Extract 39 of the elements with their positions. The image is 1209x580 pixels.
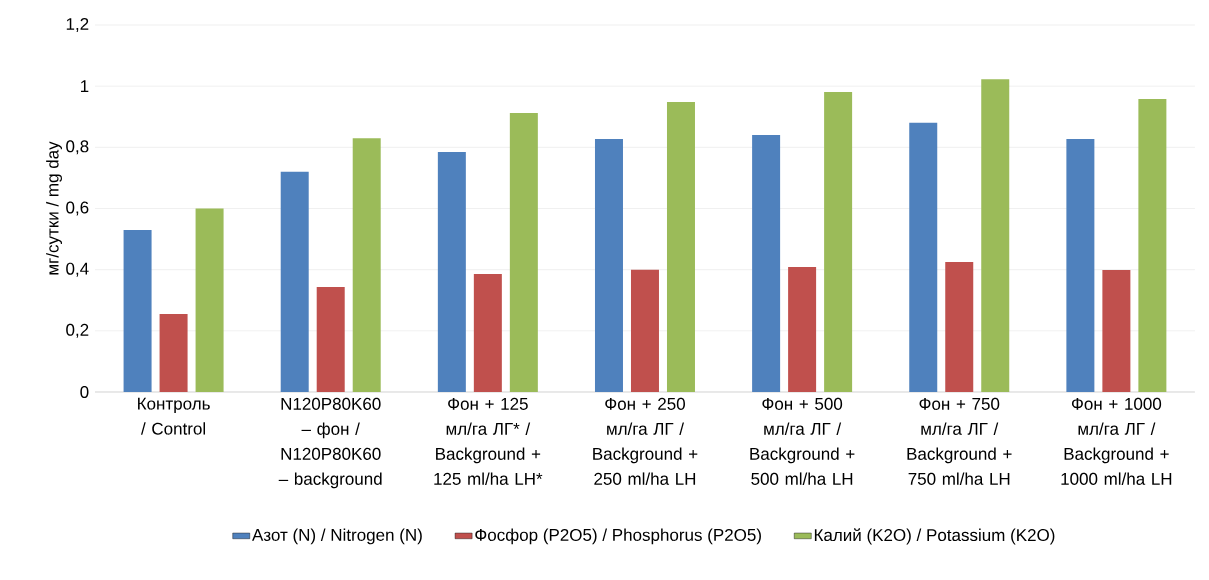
y-tick-label: 0,6 bbox=[66, 201, 89, 216]
x-tick-label: Фон + 1000 мл/га ЛГ / Background + 1000 ml/ha LH bbox=[1061, 397, 1172, 485]
x-tick-label: Фон + 500 мл/га ЛГ / Background + 500 ml/ha LH bbox=[750, 397, 855, 485]
bar bbox=[195, 208, 224, 392]
bar bbox=[509, 113, 538, 392]
bar bbox=[945, 262, 974, 392]
bar bbox=[352, 138, 381, 392]
bar bbox=[824, 91, 853, 392]
bar bbox=[123, 229, 152, 392]
x-tick-label: Контроль / Control bbox=[138, 397, 210, 435]
bar bbox=[437, 151, 466, 392]
bar bbox=[788, 266, 817, 392]
bar bbox=[1102, 269, 1131, 392]
bar bbox=[630, 269, 659, 392]
bar bbox=[159, 314, 188, 392]
legend-label: Фосфор (P2O5) / Phosphorus (P2O5) bbox=[475, 528, 761, 545]
bar bbox=[909, 122, 938, 392]
bar bbox=[594, 139, 623, 392]
y-tick-label: 0,2 bbox=[66, 323, 89, 338]
bar bbox=[473, 273, 502, 392]
x-tick-label: Фон + 250 мл/га ЛГ / Background + 250 ml/ha LH bbox=[593, 397, 698, 485]
x-tick-label: Фон + 125 мл/га ЛГ* / Background + 125 ml/ha LH* bbox=[434, 397, 543, 485]
bar bbox=[981, 79, 1010, 392]
y-tick-label: 1,2 bbox=[66, 17, 89, 33]
y-tick-label: 0,4 bbox=[66, 262, 89, 277]
x-tick-label: Фон + 750 мл/га ЛГ / Background + 750 ml/ha LH bbox=[907, 397, 1012, 485]
legend-label: Азот (N) / Nitrogen (N) bbox=[252, 528, 422, 545]
y-tick-label: 1 bbox=[80, 80, 89, 93]
bar bbox=[280, 171, 309, 392]
bar bbox=[316, 287, 345, 392]
legend-label: Калий (K2O) / Potassium (K2O) bbox=[814, 528, 1055, 545]
bar bbox=[1066, 139, 1095, 392]
y-axis-title: мг/сутки / mg day bbox=[46, 141, 62, 275]
y-tick-label: 0,8 bbox=[66, 140, 89, 155]
bar bbox=[1138, 99, 1167, 392]
x-tick-label: N120P80K60 – фон / N120P80K60 – background bbox=[278, 397, 382, 489]
bar bbox=[666, 102, 695, 392]
bar bbox=[752, 135, 781, 392]
y-tick-label: 0 bbox=[80, 385, 89, 399]
